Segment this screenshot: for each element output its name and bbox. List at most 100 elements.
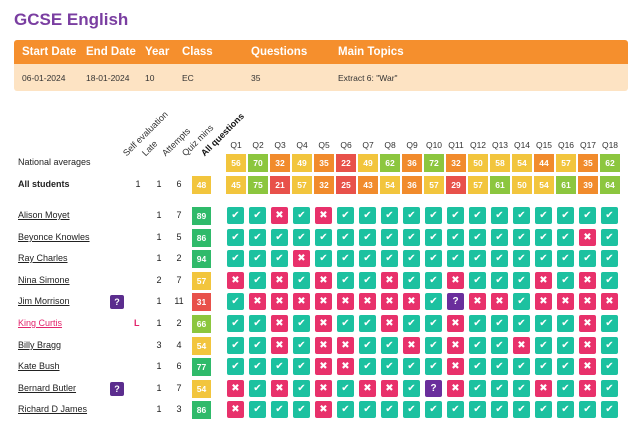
cross-icon[interactable]: ✖ (535, 380, 552, 397)
check-icon[interactable]: ✔ (359, 401, 376, 418)
check-icon[interactable]: ✔ (601, 207, 618, 224)
check-icon[interactable]: ✔ (425, 358, 442, 375)
check-icon[interactable]: ✔ (227, 250, 244, 267)
check-icon[interactable]: ✔ (513, 401, 530, 418)
check-icon[interactable]: ✔ (359, 272, 376, 289)
check-icon[interactable]: ✔ (227, 337, 244, 354)
check-icon[interactable]: ✔ (447, 229, 464, 246)
check-icon[interactable]: ✔ (491, 315, 508, 332)
cross-icon[interactable]: ✖ (271, 207, 288, 224)
check-icon[interactable]: ✔ (249, 337, 266, 354)
check-icon[interactable]: ✔ (425, 315, 442, 332)
check-icon[interactable]: ✔ (579, 250, 596, 267)
cross-icon[interactable]: ✖ (447, 358, 464, 375)
cross-icon[interactable]: ✖ (315, 337, 332, 354)
check-icon[interactable]: ✔ (249, 380, 266, 397)
check-icon[interactable]: ✔ (513, 315, 530, 332)
check-icon[interactable]: ✔ (513, 229, 530, 246)
cross-icon[interactable]: ✖ (227, 401, 244, 418)
cross-icon[interactable]: ✖ (403, 293, 420, 310)
check-icon[interactable]: ✔ (381, 250, 398, 267)
check-icon[interactable]: ✔ (359, 358, 376, 375)
check-icon[interactable]: ✔ (491, 272, 508, 289)
check-icon[interactable]: ✔ (557, 229, 574, 246)
cross-icon[interactable]: ✖ (337, 337, 354, 354)
check-icon[interactable]: ✔ (491, 250, 508, 267)
check-icon[interactable]: ✔ (425, 401, 442, 418)
check-icon[interactable]: ✔ (249, 229, 266, 246)
cross-icon[interactable]: ✖ (579, 293, 596, 310)
cross-icon[interactable]: ✖ (359, 380, 376, 397)
check-icon[interactable]: ✔ (535, 401, 552, 418)
check-icon[interactable]: ✔ (227, 293, 244, 310)
cross-icon[interactable]: ✖ (469, 293, 486, 310)
student-name-link[interactable]: Kate Bush (18, 361, 60, 371)
check-icon[interactable]: ✔ (227, 315, 244, 332)
cross-icon[interactable]: ✖ (315, 272, 332, 289)
check-icon[interactable]: ✔ (381, 358, 398, 375)
check-icon[interactable]: ✔ (227, 358, 244, 375)
check-icon[interactable]: ✔ (403, 272, 420, 289)
check-icon[interactable]: ✔ (535, 315, 552, 332)
check-icon[interactable]: ✔ (491, 358, 508, 375)
cross-icon[interactable]: ✖ (293, 250, 310, 267)
cross-icon[interactable]: ✖ (271, 315, 288, 332)
check-icon[interactable]: ✔ (513, 293, 530, 310)
check-icon[interactable]: ✔ (271, 401, 288, 418)
check-icon[interactable]: ✔ (469, 401, 486, 418)
check-icon[interactable]: ✔ (557, 401, 574, 418)
check-icon[interactable]: ✔ (601, 250, 618, 267)
check-icon[interactable]: ✔ (293, 337, 310, 354)
check-icon[interactable]: ✔ (293, 207, 310, 224)
check-icon[interactable]: ✔ (469, 337, 486, 354)
check-icon[interactable]: ✔ (601, 358, 618, 375)
check-icon[interactable]: ✔ (315, 250, 332, 267)
check-icon[interactable]: ✔ (293, 380, 310, 397)
check-icon[interactable]: ✔ (425, 250, 442, 267)
cross-icon[interactable]: ✖ (447, 272, 464, 289)
check-icon[interactable]: ✔ (557, 380, 574, 397)
check-icon[interactable]: ✔ (337, 315, 354, 332)
cross-icon[interactable]: ✖ (337, 358, 354, 375)
cross-icon[interactable]: ✖ (271, 380, 288, 397)
check-icon[interactable]: ✔ (491, 229, 508, 246)
check-icon[interactable]: ✔ (337, 380, 354, 397)
check-icon[interactable]: ✔ (601, 380, 618, 397)
check-icon[interactable]: ✔ (601, 337, 618, 354)
cross-icon[interactable]: ✖ (315, 315, 332, 332)
cross-icon[interactable]: ✖ (557, 293, 574, 310)
cross-icon[interactable]: ✖ (579, 315, 596, 332)
check-icon[interactable]: ✔ (403, 229, 420, 246)
cross-icon[interactable]: ✖ (535, 272, 552, 289)
cross-icon[interactable]: ✖ (579, 229, 596, 246)
cross-icon[interactable]: ✖ (271, 272, 288, 289)
check-icon[interactable]: ✔ (469, 207, 486, 224)
student-name-link[interactable]: Ray Charles (18, 253, 68, 263)
cross-icon[interactable]: ✖ (579, 380, 596, 397)
check-icon[interactable]: ✔ (315, 229, 332, 246)
check-icon[interactable]: ✔ (249, 250, 266, 267)
check-icon[interactable]: ✔ (579, 401, 596, 418)
check-icon[interactable]: ✔ (557, 250, 574, 267)
check-icon[interactable]: ✔ (601, 315, 618, 332)
check-icon[interactable]: ✔ (601, 229, 618, 246)
cross-icon[interactable]: ✖ (249, 293, 266, 310)
check-icon[interactable]: ✔ (381, 401, 398, 418)
check-icon[interactable]: ✔ (337, 229, 354, 246)
cross-icon[interactable]: ✖ (271, 337, 288, 354)
check-icon[interactable]: ✔ (469, 229, 486, 246)
check-icon[interactable]: ✔ (535, 229, 552, 246)
check-icon[interactable]: ✔ (271, 358, 288, 375)
check-icon[interactable]: ✔ (249, 315, 266, 332)
cross-icon[interactable]: ✖ (513, 337, 530, 354)
check-icon[interactable]: ✔ (601, 272, 618, 289)
check-icon[interactable]: ✔ (513, 358, 530, 375)
cross-icon[interactable]: ✖ (315, 358, 332, 375)
check-icon[interactable]: ✔ (293, 401, 310, 418)
check-icon[interactable]: ✔ (293, 229, 310, 246)
check-icon[interactable]: ✔ (337, 250, 354, 267)
check-icon[interactable]: ✔ (491, 401, 508, 418)
check-icon[interactable]: ✔ (513, 250, 530, 267)
check-icon[interactable]: ✔ (469, 250, 486, 267)
cross-icon[interactable]: ✖ (535, 293, 552, 310)
